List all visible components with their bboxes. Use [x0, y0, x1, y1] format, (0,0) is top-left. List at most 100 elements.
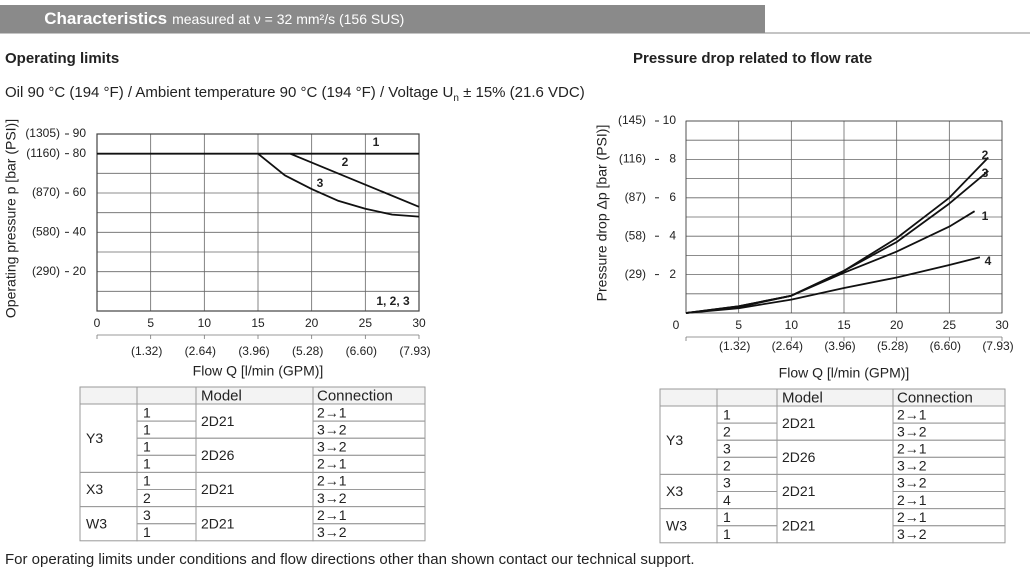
table-port: 1: [143, 404, 151, 420]
series-line: [289, 152, 420, 208]
table-connection: 2→1: [897, 492, 927, 508]
table-port: 1: [143, 456, 151, 472]
plot-frame: [96, 133, 420, 312]
header-subtitle: measured at ν = 32 mm²/s (156 SUS): [172, 11, 404, 27]
table-connection: 3→2: [897, 475, 927, 491]
series-line: [685, 210, 976, 314]
y-tick-label: 4: [669, 228, 676, 242]
x-tick-label: 15: [251, 316, 265, 330]
table-connection: 2→1: [897, 406, 927, 422]
series-label: 1: [982, 209, 989, 223]
table-connection: 2→1: [317, 404, 347, 420]
table-model: 2D21: [782, 483, 816, 499]
x-tick-label: 10: [198, 316, 212, 330]
table-port: 1: [143, 473, 151, 489]
series-line: [257, 152, 420, 218]
y-tick-secondary: (580): [32, 225, 60, 239]
x-tick-label: 25: [943, 318, 957, 332]
x-tick-secondary: (2.64): [772, 339, 803, 353]
x-tick-label: 0: [94, 316, 101, 330]
header-title: Characteristics: [44, 9, 167, 28]
table-group: Y3: [86, 430, 103, 446]
y-tick-secondary: (1160): [26, 146, 60, 160]
y-axis-label: Operating pressure p [bar (PSI)]: [3, 119, 19, 318]
table-model: 2D21: [201, 413, 235, 429]
table-cell: [659, 508, 718, 544]
y-tick-secondary: (116): [619, 152, 646, 166]
x-tick-secondary: (5.28): [292, 344, 323, 358]
x-tick-label: 0: [673, 318, 680, 332]
table-port: 2: [723, 423, 731, 439]
y-tick-label: 2: [669, 267, 676, 281]
table-connection: 3→2: [897, 458, 927, 474]
x-tick-secondary: (3.96): [824, 339, 855, 353]
footnote: For operating limits under conditions an…: [5, 551, 695, 568]
series-label: 3: [982, 166, 989, 180]
y-tick-label: 90: [73, 126, 87, 140]
y-tick-secondary: (87): [625, 190, 646, 204]
table-connection: 3→2: [897, 526, 927, 542]
table-connection: 3→2: [317, 524, 347, 540]
table-port: 1: [723, 509, 731, 525]
table-model: 2D21: [782, 517, 816, 533]
chart-title: Pressure drop related to flow rate: [633, 50, 872, 67]
table-model: 2D26: [201, 447, 235, 463]
table-group: W3: [666, 517, 687, 533]
subtitle-text: ± 15% (21.6 VDC): [459, 84, 585, 101]
y-tick-label: 80: [73, 146, 87, 160]
table-port: 2: [723, 458, 731, 474]
x-tick-label: 10: [785, 318, 799, 332]
subtitle-subscript: n: [453, 93, 459, 104]
y-tick-label: 20: [73, 264, 87, 278]
plot-frame: [685, 120, 1003, 314]
x-tick-label: 20: [890, 318, 904, 332]
x-axis-label: Flow Q [l/min (GPM)]: [779, 365, 910, 381]
table-connection: 2→1: [317, 456, 347, 472]
table-model: 2D21: [201, 481, 235, 497]
table-model: 2D26: [782, 449, 816, 465]
series-line: [685, 256, 981, 314]
x-tick-label: 30: [995, 318, 1009, 332]
table-port: 4: [723, 492, 731, 508]
table-group: Y3: [666, 432, 683, 448]
y-tick-label: 40: [73, 225, 87, 239]
table-header: Model: [201, 387, 242, 404]
y-tick-label: 6: [669, 190, 676, 204]
table-port: 1: [143, 524, 151, 540]
x-tick-secondary: (7.93): [399, 344, 430, 358]
series-label: 2: [342, 155, 349, 169]
table-port: 3: [143, 507, 151, 523]
series-line: [685, 170, 989, 314]
chart-title: Operating limits: [5, 50, 119, 67]
series-label: 4: [985, 254, 992, 268]
x-tick-secondary: (6.60): [346, 344, 377, 358]
table-connection: 2→1: [897, 440, 927, 456]
table-header-bg: [80, 387, 425, 404]
x-tick-secondary: (5.28): [877, 339, 908, 353]
table-port: 1: [143, 421, 151, 437]
table-connection: 2→1: [317, 473, 347, 489]
table-port: 1: [723, 526, 731, 542]
x-tick-label: 5: [147, 316, 154, 330]
subtitle-text: Oil 90 °C (194 °F) / Ambient temperature…: [5, 84, 453, 101]
x-tick-label: 5: [735, 318, 742, 332]
x-axis-label: Flow Q [l/min (GPM)]: [193, 363, 324, 379]
table-connection: 3→2: [317, 438, 347, 454]
x-tick-secondary: (1.32): [719, 339, 750, 353]
series-label: 3: [317, 176, 324, 190]
y-tick-secondary: (290): [32, 264, 60, 278]
table-group: X3: [86, 481, 103, 497]
y-tick-secondary: (870): [32, 185, 60, 199]
x-tick-secondary: (6.60): [930, 339, 961, 353]
header-bar: [0, 5, 765, 33]
table-port: 1: [723, 406, 731, 422]
x-tick-label: 15: [837, 318, 851, 332]
table-connection: 3→2: [317, 421, 347, 437]
table-cell: [79, 506, 138, 542]
table-connection: 2→1: [897, 509, 927, 525]
table-connection: 3→2: [317, 490, 347, 506]
table-group: W3: [86, 515, 107, 531]
table-port: 2: [143, 490, 151, 506]
y-tick-label: 10: [663, 113, 677, 127]
